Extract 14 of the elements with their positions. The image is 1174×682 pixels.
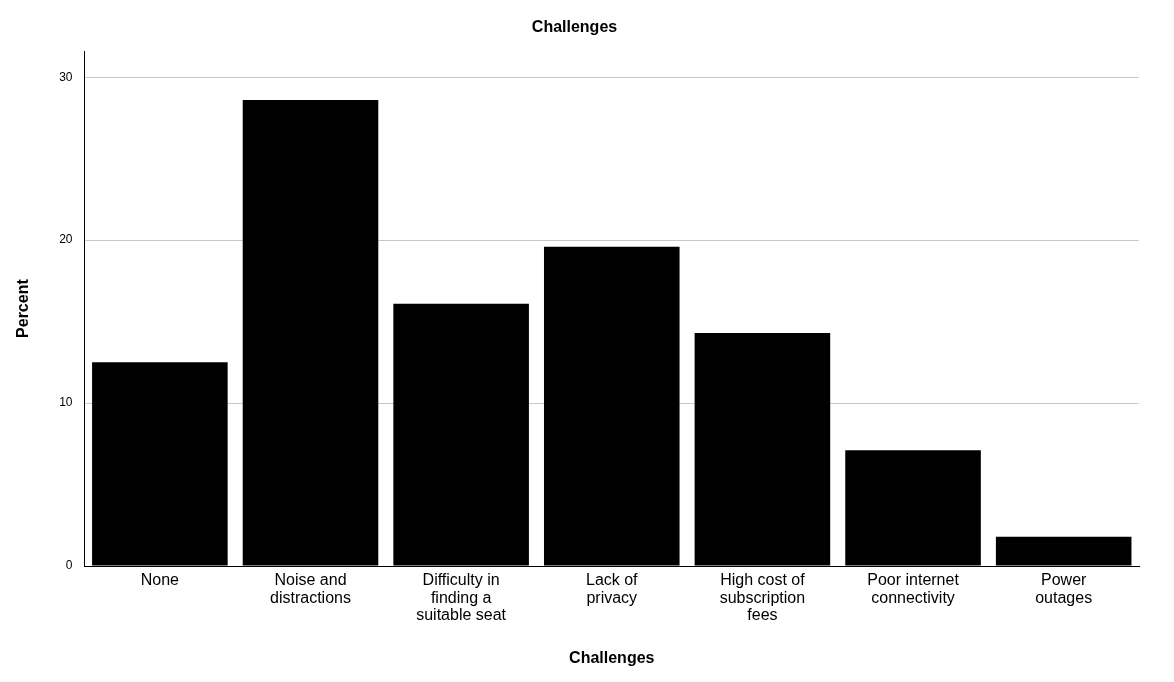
x-axis-title: Challenges	[569, 648, 655, 666]
x-tick-label: None	[140, 571, 180, 589]
x-tick-label: High cost of subscription fees	[719, 571, 806, 624]
y-axis-title: Percent	[14, 278, 32, 338]
chart-title: Challenges	[531, 18, 618, 36]
y-tick-label: 10	[59, 395, 73, 410]
y-tick-label: 20	[59, 232, 73, 247]
y-tick-label: 0	[65, 558, 73, 573]
x-tick-label: Poor internet connectivity	[867, 571, 960, 606]
x-tick-label: Difficulty in finding a suitable seat	[416, 571, 507, 624]
x-tick-label: Noise and distractions	[270, 571, 351, 606]
x-tick-label: Power outages	[1035, 571, 1093, 606]
y-tick-label: 30	[59, 69, 73, 84]
x-tick-label: Lack of privacy	[585, 571, 639, 606]
